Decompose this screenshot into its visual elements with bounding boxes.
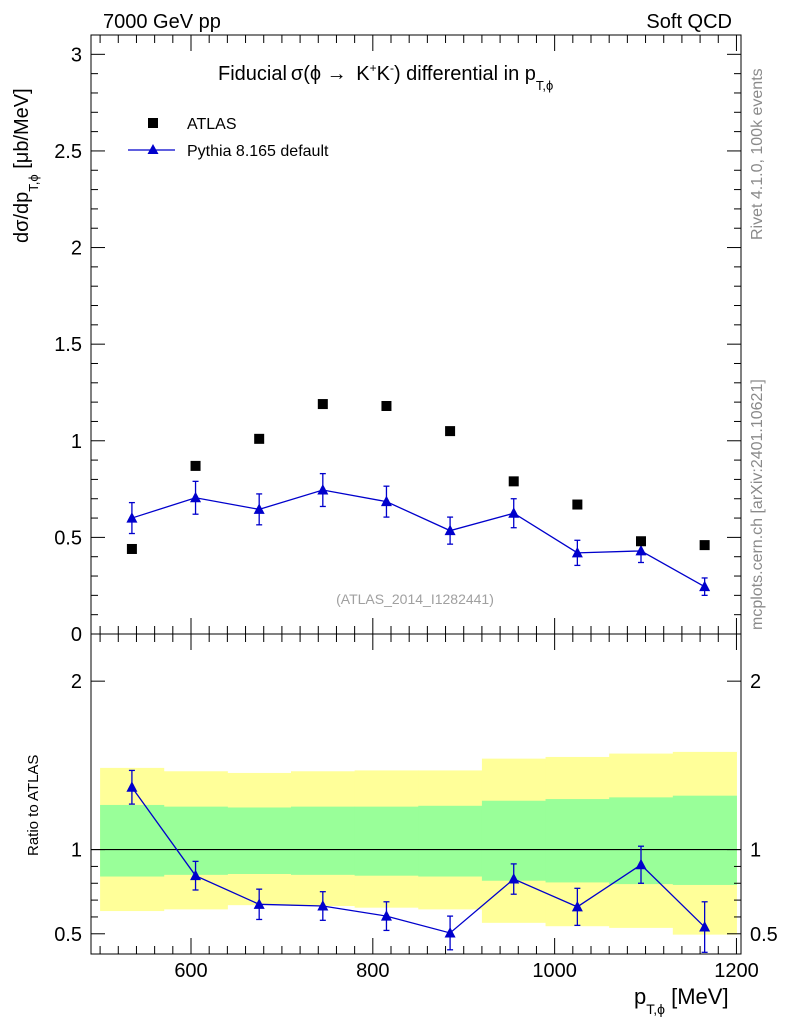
pythia-point bbox=[699, 580, 711, 592]
ratio-pythia-point bbox=[380, 910, 392, 921]
green-band-segment bbox=[227, 807, 292, 874]
main-y-tick-label: 3 bbox=[71, 44, 82, 66]
ratio-data-marks bbox=[126, 769, 711, 953]
main-y-tick-label: 1.5 bbox=[54, 334, 82, 356]
rivet-label: Rivet 4.1.0, 100k events bbox=[749, 68, 766, 240]
legend-atlas-marker bbox=[148, 118, 158, 128]
pythia-point bbox=[444, 524, 456, 536]
ratio-pythia-line bbox=[131, 786, 706, 934]
pythia-point bbox=[317, 484, 329, 495]
ratio-y-tick-label-right: 1 bbox=[750, 840, 761, 862]
atlas-point bbox=[508, 476, 519, 487]
ratio-pythia-point bbox=[126, 781, 138, 792]
ratio-y-tick-label-right: 0.5 bbox=[750, 924, 778, 946]
pythia-point bbox=[508, 507, 520, 518]
main-y-tick-label: 2.5 bbox=[54, 141, 82, 163]
green-band-segment bbox=[100, 804, 165, 877]
x-axis-label: pT,ϕ [MeV] bbox=[634, 984, 729, 1017]
atlas-point bbox=[636, 536, 646, 547]
ratio-y-tick-label: 0.5 bbox=[54, 924, 82, 946]
x-tick-label: 1200 bbox=[714, 960, 759, 982]
header-left: 7000 GeV pp bbox=[103, 11, 221, 33]
legend-pythia-marker bbox=[147, 144, 159, 154]
ratio-y-axis-label: Ratio to ATLAS bbox=[25, 755, 42, 856]
main-axes: 0 0.5 1 1.5 2 2.5 3 bbox=[54, 35, 741, 646]
green-band-segment bbox=[672, 795, 737, 885]
green-band-segment bbox=[291, 806, 356, 875]
header-right: Soft QCD bbox=[646, 11, 732, 33]
main-title: Fiducial σ(ϕ → K+K-) differential in pT,ϕ bbox=[218, 61, 553, 93]
ratio-plot-frame bbox=[90, 633, 742, 955]
atlas-point bbox=[381, 400, 392, 411]
atlas-point bbox=[572, 499, 583, 510]
pythia-point bbox=[635, 544, 647, 556]
atlas-point bbox=[445, 426, 456, 437]
mcplots-label: mcplots.cern.ch [arXiv:2401.10621] bbox=[749, 379, 766, 630]
main-data-marks bbox=[126, 399, 711, 597]
pythia-point bbox=[190, 491, 202, 503]
ratio-pythia-point bbox=[253, 898, 265, 909]
ratio-pythia-point bbox=[571, 900, 583, 912]
legend-pythia-label: Pythia 8.165 default bbox=[187, 143, 329, 160]
main-y-tick-label: 0.5 bbox=[54, 527, 82, 549]
ratio-pythia-point bbox=[508, 873, 520, 884]
ratio-uncertainty-bands bbox=[100, 751, 737, 935]
pythia-point bbox=[253, 503, 265, 514]
legend: ATLAS Pythia 8.165 default bbox=[128, 116, 329, 160]
ratio-pythia-point bbox=[190, 869, 202, 881]
pythia-point bbox=[571, 546, 583, 558]
main-y-tick-label: 1 bbox=[71, 431, 82, 453]
ratio-pythia-point bbox=[444, 926, 456, 938]
atlas-point bbox=[699, 540, 710, 551]
x-tick-label: 600 bbox=[174, 960, 207, 982]
green-band-segment bbox=[418, 805, 483, 877]
atlas-point bbox=[254, 433, 265, 444]
ratio-y-tick-label: 1 bbox=[71, 840, 82, 862]
green-band-segment bbox=[354, 806, 419, 876]
pythia-line bbox=[131, 489, 705, 588]
main-y-tick-label: 0 bbox=[71, 624, 82, 646]
pythia-point bbox=[126, 512, 138, 523]
ratio-pythia-point bbox=[317, 900, 329, 911]
x-tick-label: 800 bbox=[356, 960, 389, 982]
ratio-pythia-point bbox=[635, 858, 647, 870]
main-y-axis-label: dσ/dpT,ϕ [μb/MeV] bbox=[11, 88, 41, 243]
main-y-tick-label: 2 bbox=[71, 238, 82, 260]
atlas-point bbox=[190, 460, 201, 471]
ratio-y-tick-label-right: 2 bbox=[750, 671, 761, 693]
ratio-y-tick-label: 2 bbox=[71, 671, 82, 693]
green-band-segment bbox=[545, 799, 610, 883]
analysis-watermark: (ATLAS_2014_I1282441) bbox=[336, 591, 494, 607]
ratio-pythia-point bbox=[699, 921, 711, 932]
atlas-point bbox=[317, 399, 328, 410]
x-tick-label: 1000 bbox=[532, 960, 577, 982]
atlas-point bbox=[126, 543, 137, 554]
legend-atlas-label: ATLAS bbox=[187, 116, 237, 133]
ratio-axes: 600 800 1000 1200 0.5 0.5 1 1 2 2 bbox=[54, 634, 778, 982]
pythia-point bbox=[380, 495, 392, 507]
